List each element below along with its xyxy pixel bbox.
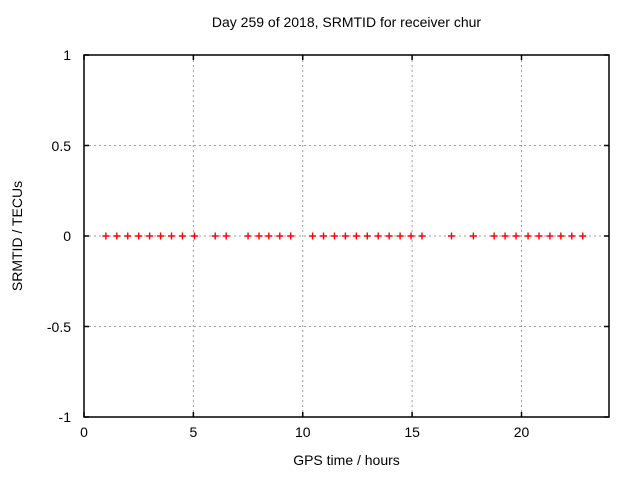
data-point-marker (352, 232, 360, 240)
data-point-marker (168, 232, 175, 240)
data-point-marker (535, 232, 543, 240)
data-point-marker (124, 232, 132, 240)
y-tick-label: -1 (58, 409, 71, 425)
data-point-marker (135, 232, 143, 240)
data-point-marker (113, 232, 121, 240)
data-point-marker (102, 232, 110, 240)
data-point-marker (287, 232, 295, 240)
y-tick-label: 0 (63, 228, 71, 244)
data-point-marker (320, 232, 328, 240)
data-point-marker (178, 232, 186, 240)
data-point-marker (363, 232, 371, 240)
data-point-marker (190, 232, 198, 240)
x-tick-label: 10 (294, 424, 311, 440)
data-point-marker (546, 232, 554, 240)
data-point-marker (418, 232, 426, 240)
y-tick-label: 0.5 (51, 137, 71, 154)
data-point-marker (448, 232, 455, 240)
data-point-marker (385, 232, 393, 240)
data-point-marker (407, 232, 415, 240)
data-point-marker (396, 232, 404, 240)
x-tick-label: 20 (513, 424, 530, 440)
data-point-marker (309, 232, 317, 240)
data-point-marker (512, 232, 520, 240)
data-point-marker (330, 232, 338, 240)
data-point-marker (557, 232, 565, 240)
data-point-marker (244, 232, 252, 240)
y-tick-label: 1 (63, 47, 71, 63)
x-axis-label: GPS time / hours (293, 452, 400, 468)
data-point-marker (211, 232, 219, 240)
data-point-marker (490, 232, 498, 240)
y-tick-label: -0.5 (46, 318, 71, 335)
data-point-marker (341, 232, 349, 240)
data-point-marker (568, 232, 576, 240)
data-point-marker (374, 232, 382, 240)
x-tick-label: 5 (189, 424, 198, 440)
data-point-marker (501, 232, 509, 240)
chart-title: Day 259 of 2018, SRMTID for receiver chu… (211, 14, 482, 30)
x-tick-label: 15 (404, 424, 420, 440)
x-tick-label: 0 (80, 424, 88, 440)
data-point-marker (146, 232, 154, 240)
data-point-marker (157, 232, 165, 240)
data-point-marker (255, 232, 263, 240)
data-point-marker (524, 232, 532, 240)
data-point-marker (469, 232, 477, 240)
data-point-marker (276, 232, 284, 240)
data-point-marker (222, 232, 230, 240)
data-point-marker (265, 232, 273, 240)
data-point-marker (579, 232, 587, 240)
